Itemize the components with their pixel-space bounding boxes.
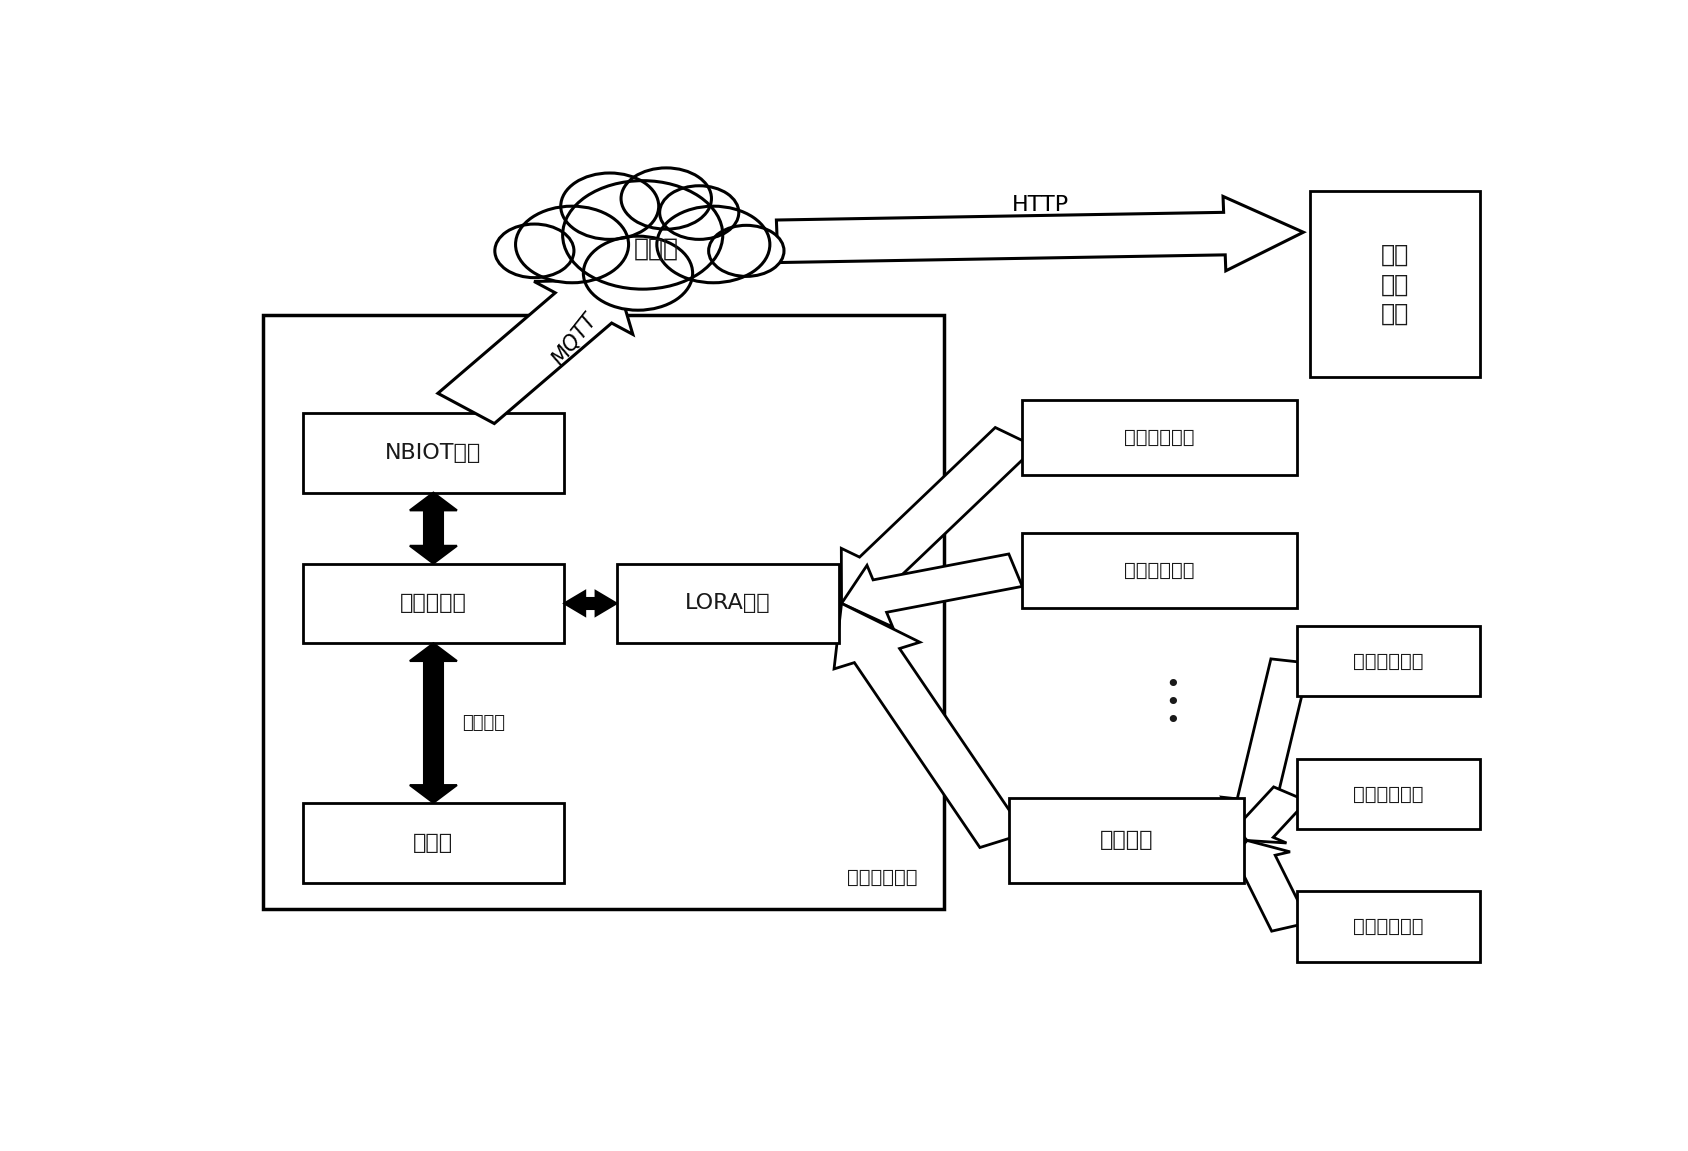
Text: 终端服务设备: 终端服务设备: [1354, 917, 1423, 937]
Text: 信息处理单元: 信息处理单元: [847, 868, 918, 887]
Bar: [302, 413, 564, 493]
Text: NBIOT模块: NBIOT模块: [385, 443, 481, 463]
Text: 终端服务设备: 终端服务设备: [1354, 785, 1423, 803]
Text: 上位机: 上位机: [414, 832, 454, 853]
Polygon shape: [424, 510, 442, 546]
Polygon shape: [1222, 658, 1310, 840]
Polygon shape: [1224, 840, 1308, 931]
Bar: [263, 315, 944, 909]
Polygon shape: [437, 280, 633, 424]
Circle shape: [709, 226, 783, 276]
Polygon shape: [410, 493, 457, 510]
Text: 终端服务设备: 终端服务设备: [1124, 561, 1195, 580]
Polygon shape: [424, 661, 442, 785]
Bar: [1296, 891, 1480, 962]
Circle shape: [515, 206, 628, 283]
Text: 串口总线: 串口总线: [463, 714, 505, 732]
Text: MQTT: MQTT: [547, 310, 601, 369]
Text: 云平台: 云平台: [633, 237, 679, 261]
Bar: [1009, 799, 1244, 883]
Polygon shape: [410, 643, 457, 661]
Bar: [616, 564, 839, 643]
Text: 单片机模块: 单片机模块: [400, 594, 468, 613]
Polygon shape: [834, 603, 1025, 847]
Text: 中继设备: 中继设备: [1101, 831, 1153, 851]
Text: •: •: [1165, 709, 1180, 733]
Circle shape: [560, 173, 658, 239]
Bar: [1296, 626, 1480, 696]
Polygon shape: [596, 590, 616, 616]
Polygon shape: [776, 197, 1303, 270]
Text: •: •: [1165, 691, 1180, 715]
Text: LORA模块: LORA模块: [685, 594, 770, 613]
Text: HTTP: HTTP: [1011, 195, 1069, 215]
Bar: [1310, 191, 1480, 378]
Text: •: •: [1165, 673, 1180, 698]
Circle shape: [657, 206, 770, 283]
Polygon shape: [1227, 787, 1307, 843]
Circle shape: [495, 224, 574, 277]
Circle shape: [562, 181, 722, 289]
Polygon shape: [410, 546, 457, 564]
Bar: [1023, 533, 1296, 608]
Text: 用户
手机
终端: 用户 手机 终端: [1381, 243, 1409, 326]
Circle shape: [660, 185, 739, 239]
Polygon shape: [842, 554, 1023, 627]
Bar: [302, 564, 564, 643]
Polygon shape: [564, 590, 586, 616]
Polygon shape: [841, 427, 1036, 603]
Bar: [302, 803, 564, 883]
Circle shape: [621, 168, 711, 229]
Polygon shape: [586, 599, 596, 609]
Text: 终端服务设备: 终端服务设备: [1124, 428, 1195, 447]
Circle shape: [584, 236, 692, 311]
Bar: [1296, 759, 1480, 830]
Bar: [1023, 399, 1296, 475]
Polygon shape: [410, 785, 457, 803]
Text: 终端服务设备: 终端服务设备: [1354, 651, 1423, 671]
